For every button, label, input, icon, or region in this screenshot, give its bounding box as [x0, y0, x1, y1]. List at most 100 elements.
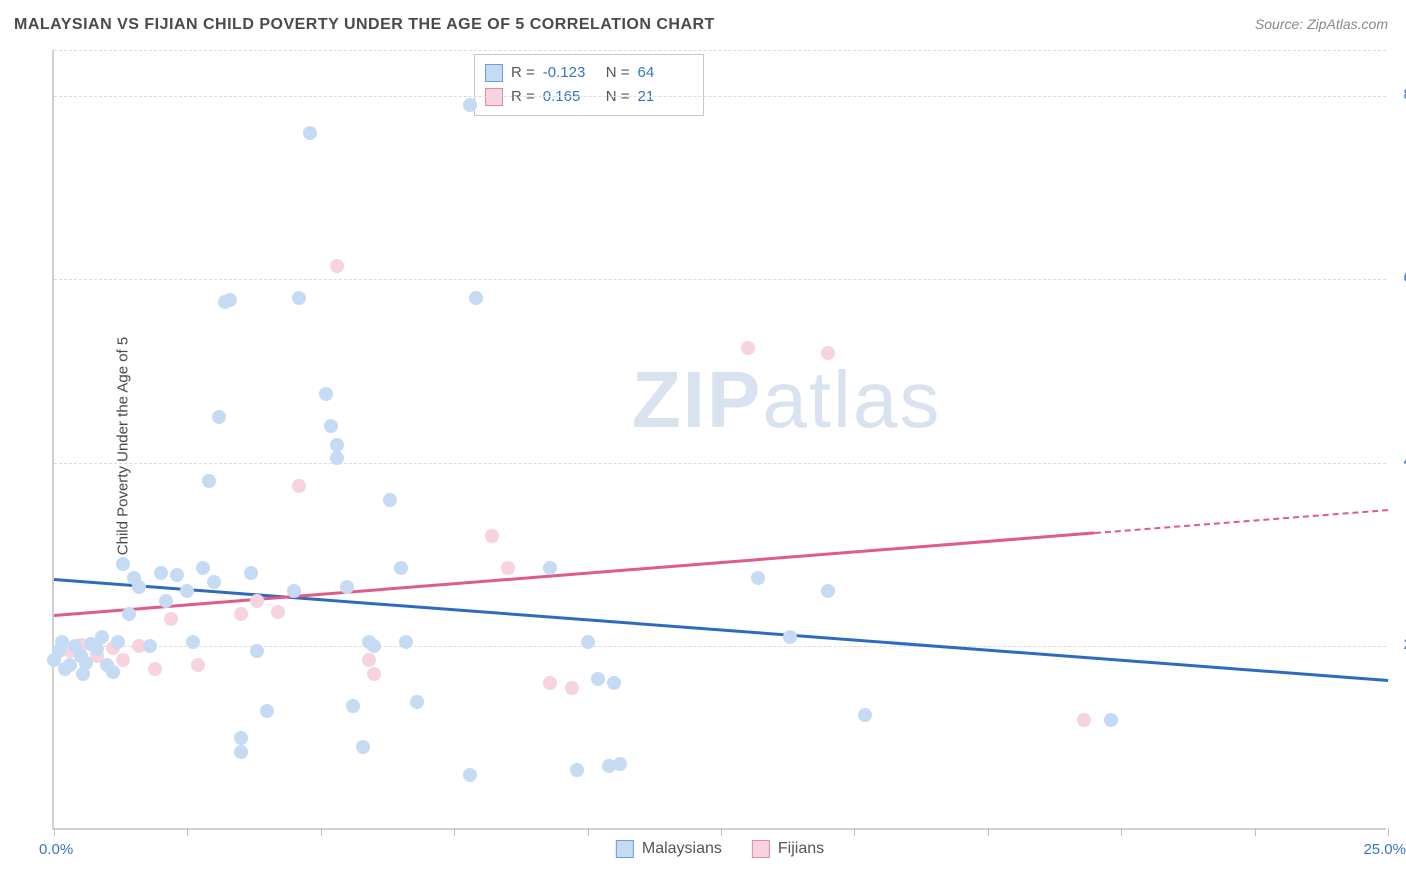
- scatter-point-malaysians: [346, 699, 360, 713]
- scatter-point-malaysians: [1104, 713, 1118, 727]
- scatter-point-malaysians: [469, 291, 483, 305]
- scatter-point-malaysians: [463, 98, 477, 112]
- y-tick-label: 20.0%: [1391, 636, 1406, 653]
- legend-item-fijians: Fijians: [752, 840, 824, 858]
- stats-row-malaysians: R = -0.123 N = 64: [485, 61, 693, 85]
- scatter-point-malaysians: [570, 763, 584, 777]
- scatter-point-fijians: [362, 653, 376, 667]
- scatter-point-malaysians: [207, 575, 221, 589]
- watermark: ZIPatlas: [632, 354, 941, 446]
- swatch-fijians: [485, 88, 503, 106]
- scatter-point-malaysians: [463, 768, 477, 782]
- scatter-point-fijians: [367, 667, 381, 681]
- stats-row-fijians: R = 0.165 N = 21: [485, 85, 693, 109]
- stats-r-label: R =: [511, 61, 535, 85]
- x-tick: [54, 828, 55, 836]
- scatter-point-malaysians: [90, 642, 104, 656]
- scatter-point-malaysians: [202, 474, 216, 488]
- y-tick-label: 40.0%: [1391, 453, 1406, 470]
- scatter-point-fijians: [116, 653, 130, 667]
- scatter-point-malaysians: [821, 584, 835, 598]
- scatter-point-malaysians: [319, 387, 333, 401]
- scatter-point-malaysians: [356, 740, 370, 754]
- scatter-point-malaysians: [303, 126, 317, 140]
- swatch-fijians: [752, 840, 770, 858]
- scatter-point-fijians: [821, 346, 835, 360]
- scatter-point-malaysians: [106, 665, 120, 679]
- scatter-point-malaysians: [122, 607, 136, 621]
- scatter-point-fijians: [741, 341, 755, 355]
- scatter-point-fijians: [1077, 713, 1091, 727]
- scatter-point-fijians: [250, 594, 264, 608]
- trend-line: [54, 532, 1095, 617]
- scatter-point-fijians: [565, 681, 579, 695]
- scatter-point-malaysians: [287, 584, 301, 598]
- scatter-point-malaysians: [613, 757, 627, 771]
- scatter-point-malaysians: [324, 419, 338, 433]
- trend-line: [1094, 509, 1388, 534]
- scatter-point-malaysians: [751, 571, 765, 585]
- scatter-point-malaysians: [234, 731, 248, 745]
- x-tick: [321, 828, 322, 836]
- scatter-point-fijians: [501, 561, 515, 575]
- x-tick: [854, 828, 855, 836]
- stats-legend-box: R = -0.123 N = 64 R = 0.165 N = 21: [474, 54, 704, 116]
- scatter-point-malaysians: [543, 561, 557, 575]
- y-tick-label: 60.0%: [1391, 269, 1406, 286]
- scatter-point-malaysians: [410, 695, 424, 709]
- source-label: Source: ZipAtlas.com: [1255, 16, 1388, 32]
- scatter-point-malaysians: [154, 566, 168, 580]
- gridline: [54, 50, 1386, 51]
- scatter-point-malaysians: [292, 291, 306, 305]
- scatter-point-malaysians: [607, 676, 621, 690]
- scatter-point-malaysians: [170, 568, 184, 582]
- swatch-malaysians: [485, 64, 503, 82]
- scatter-point-malaysians: [186, 635, 200, 649]
- scatter-point-malaysians: [79, 656, 93, 670]
- scatter-point-malaysians: [143, 639, 157, 653]
- scatter-point-fijians: [330, 259, 344, 273]
- scatter-point-malaysians: [244, 566, 258, 580]
- x-axis-min-label: 0.0%: [39, 841, 73, 858]
- x-tick: [721, 828, 722, 836]
- legend-label-malaysians: Malaysians: [642, 840, 722, 858]
- scatter-point-malaysians: [250, 644, 264, 658]
- scatter-point-fijians: [148, 662, 162, 676]
- scatter-point-malaysians: [159, 594, 173, 608]
- scatter-point-malaysians: [330, 438, 344, 452]
- scatter-point-fijians: [271, 605, 285, 619]
- scatter-point-malaysians: [116, 557, 130, 571]
- scatter-point-malaysians: [394, 561, 408, 575]
- scatter-point-malaysians: [330, 451, 344, 465]
- scatter-point-malaysians: [858, 708, 872, 722]
- plot-area: ZIPatlas R = -0.123 N = 64 R = 0.165 N =…: [52, 50, 1386, 830]
- chart-title: MALAYSIAN VS FIJIAN CHILD POVERTY UNDER …: [14, 16, 715, 34]
- scatter-point-malaysians: [581, 635, 595, 649]
- watermark-bold: ZIP: [632, 355, 762, 444]
- legend-item-malaysians: Malaysians: [616, 840, 722, 858]
- scatter-point-malaysians: [383, 493, 397, 507]
- watermark-rest: atlas: [762, 355, 941, 444]
- stats-n-label: N =: [606, 61, 630, 85]
- x-tick: [187, 828, 188, 836]
- scatter-point-malaysians: [399, 635, 413, 649]
- scatter-point-malaysians: [340, 580, 354, 594]
- stats-r-value-fijians: 0.165: [543, 85, 598, 109]
- gridline: [54, 279, 1386, 280]
- stats-r-label: R =: [511, 85, 535, 109]
- gridline: [54, 96, 1386, 97]
- scatter-point-fijians: [485, 529, 499, 543]
- scatter-point-fijians: [292, 479, 306, 493]
- y-tick-label: 80.0%: [1391, 86, 1406, 103]
- scatter-point-malaysians: [223, 293, 237, 307]
- scatter-point-malaysians: [196, 561, 210, 575]
- gridline: [54, 463, 1386, 464]
- x-tick: [454, 828, 455, 836]
- bottom-legend: Malaysians Fijians: [616, 840, 824, 858]
- scatter-point-malaysians: [260, 704, 274, 718]
- scatter-point-fijians: [234, 607, 248, 621]
- x-tick: [588, 828, 589, 836]
- scatter-point-fijians: [191, 658, 205, 672]
- x-tick: [1255, 828, 1256, 836]
- scatter-point-malaysians: [212, 410, 226, 424]
